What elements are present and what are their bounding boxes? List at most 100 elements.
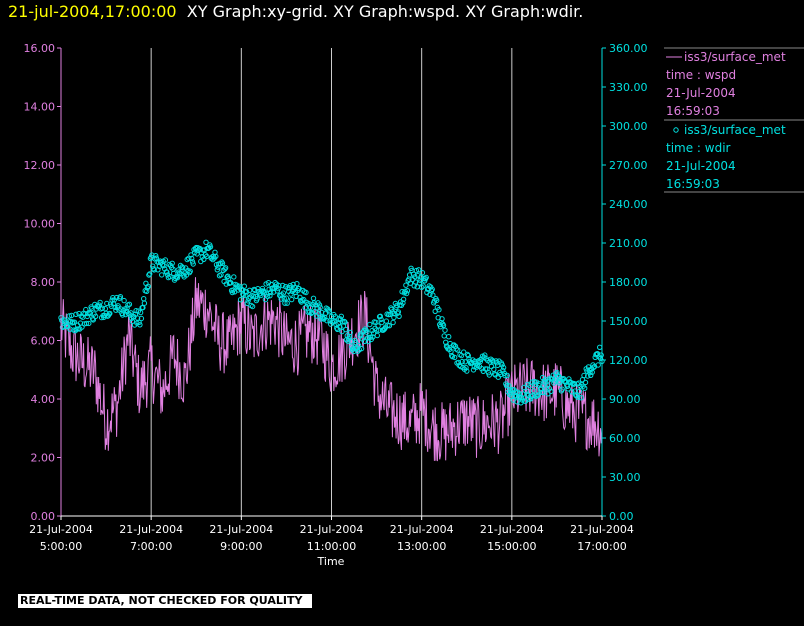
wdir-point: [403, 282, 409, 288]
wdir-point: [124, 305, 130, 311]
vertical-grid: [150, 48, 513, 516]
wdir-point: [147, 271, 153, 277]
wdir-point: [237, 297, 244, 303]
wdir-point: [141, 296, 147, 302]
wdir-point: [174, 275, 181, 281]
wdir-point: [224, 274, 230, 280]
wdir-point: [377, 313, 383, 319]
wdir-point: [303, 289, 309, 296]
wdir-point: [229, 289, 236, 296]
wdir-point: [506, 383, 512, 389]
wdir-point: [254, 296, 260, 302]
wdir-point: [530, 388, 537, 394]
wdir-point: [188, 252, 194, 258]
wdir-point: [536, 381, 543, 387]
wdir-point: [92, 313, 99, 319]
wdir-point: [589, 369, 595, 375]
wdir-point: [374, 332, 380, 339]
wdir-point: [573, 393, 580, 399]
legend: iss3/surface_met time : wspd 21-Jul-2004…: [664, 47, 804, 193]
wdir-point: [503, 383, 510, 389]
wdir-point: [117, 294, 124, 300]
timestamp: 21-jul-2004,17:00:00: [8, 2, 177, 21]
wspd-series: [60, 277, 603, 462]
wdir-point: [317, 304, 323, 310]
wdir-point: [358, 345, 365, 352]
x-tick-date: 21-Jul-2004: [300, 523, 364, 536]
wdir-point: [461, 349, 467, 355]
wdir-point: [486, 372, 492, 378]
left-tick-label: 8.00: [31, 276, 56, 289]
wdir-point: [364, 329, 370, 335]
right-tick-label: 150.00: [609, 315, 648, 328]
wdir-point: [161, 263, 167, 269]
wdir-point: [342, 319, 348, 325]
wdir-point: [419, 270, 426, 276]
wdir-point: [378, 316, 384, 323]
wdir-point: [259, 285, 266, 292]
wdir-point: [201, 256, 207, 262]
wdir-point: [283, 295, 290, 301]
wdir-point: [464, 368, 470, 374]
right-tick-label: 120.00: [609, 354, 648, 367]
left-tick-label: 10.00: [24, 218, 56, 231]
wdir-point: [575, 394, 581, 400]
wdir-point: [136, 319, 142, 326]
wdir-point: [520, 391, 526, 397]
wdir-point: [524, 391, 530, 397]
x-tick-date: 21-Jul-2004: [570, 523, 634, 536]
wdir-point: [420, 283, 426, 289]
wdir-point: [418, 274, 424, 280]
wdir-point: [442, 327, 448, 333]
wdir-point: [441, 333, 447, 339]
wdir-point: [403, 290, 410, 297]
wdir-point: [309, 309, 315, 316]
left-tick-label: 12.00: [24, 159, 56, 172]
wdir-point: [204, 253, 210, 260]
x-axis-label: Time: [317, 555, 345, 568]
wdir-point: [597, 355, 604, 362]
wdir-point: [214, 267, 221, 273]
wdir-point: [331, 318, 338, 325]
wdir-point: [132, 311, 139, 317]
wdir-point: [569, 389, 575, 395]
wdir-point: [386, 323, 393, 329]
right-tick-label: 0.00: [609, 510, 634, 523]
page-header: 21-jul-2004,17:00:00 XY Graph:xy-grid. X…: [8, 2, 583, 21]
wdir-point: [430, 292, 436, 298]
legend-wdir-date: 21-Jul-2004: [666, 159, 736, 173]
wdir-point: [455, 359, 462, 366]
right-tick-label: 180.00: [609, 276, 648, 289]
wdir-point: [218, 272, 224, 278]
wdir-point: [564, 383, 571, 389]
wdir-point: [463, 365, 469, 371]
wdir-point: [582, 385, 588, 391]
wdir-point: [416, 267, 422, 273]
wdir-point: [222, 265, 229, 271]
right-tick-label: 300.00: [609, 120, 648, 133]
wdir-point: [159, 272, 165, 278]
wdir-point: [335, 321, 341, 327]
wdir-point: [316, 310, 322, 317]
legend-wspd-source: iss3/surface_met: [684, 50, 786, 64]
wdir-point: [231, 274, 237, 280]
left-axis-ticks: 0.00 2.00 4.00 6.00 8.00 10.00 12.00 14.00 16.00: [24, 42, 61, 523]
wdir-point: [324, 318, 330, 324]
wdir-point: [406, 272, 413, 278]
legend-wspd-date: 21-Jul-2004: [666, 86, 736, 100]
legend-wdir-source: iss3/surface_met: [684, 123, 786, 137]
wdir-point: [162, 257, 169, 263]
wdir-point: [202, 252, 209, 258]
wdir-point: [350, 345, 356, 351]
wdir-point: [121, 297, 127, 304]
wdir-point: [455, 347, 461, 353]
wdir-point: [460, 364, 466, 371]
wdir-point: [543, 385, 550, 391]
wdir-point: [400, 300, 406, 306]
wdir-point: [370, 330, 377, 336]
wdir-point: [207, 244, 214, 250]
wdir-point: [97, 299, 103, 306]
wdir-point: [180, 265, 186, 271]
x-tick-time: 11:00:00: [307, 540, 356, 553]
wdir-point: [598, 352, 604, 358]
